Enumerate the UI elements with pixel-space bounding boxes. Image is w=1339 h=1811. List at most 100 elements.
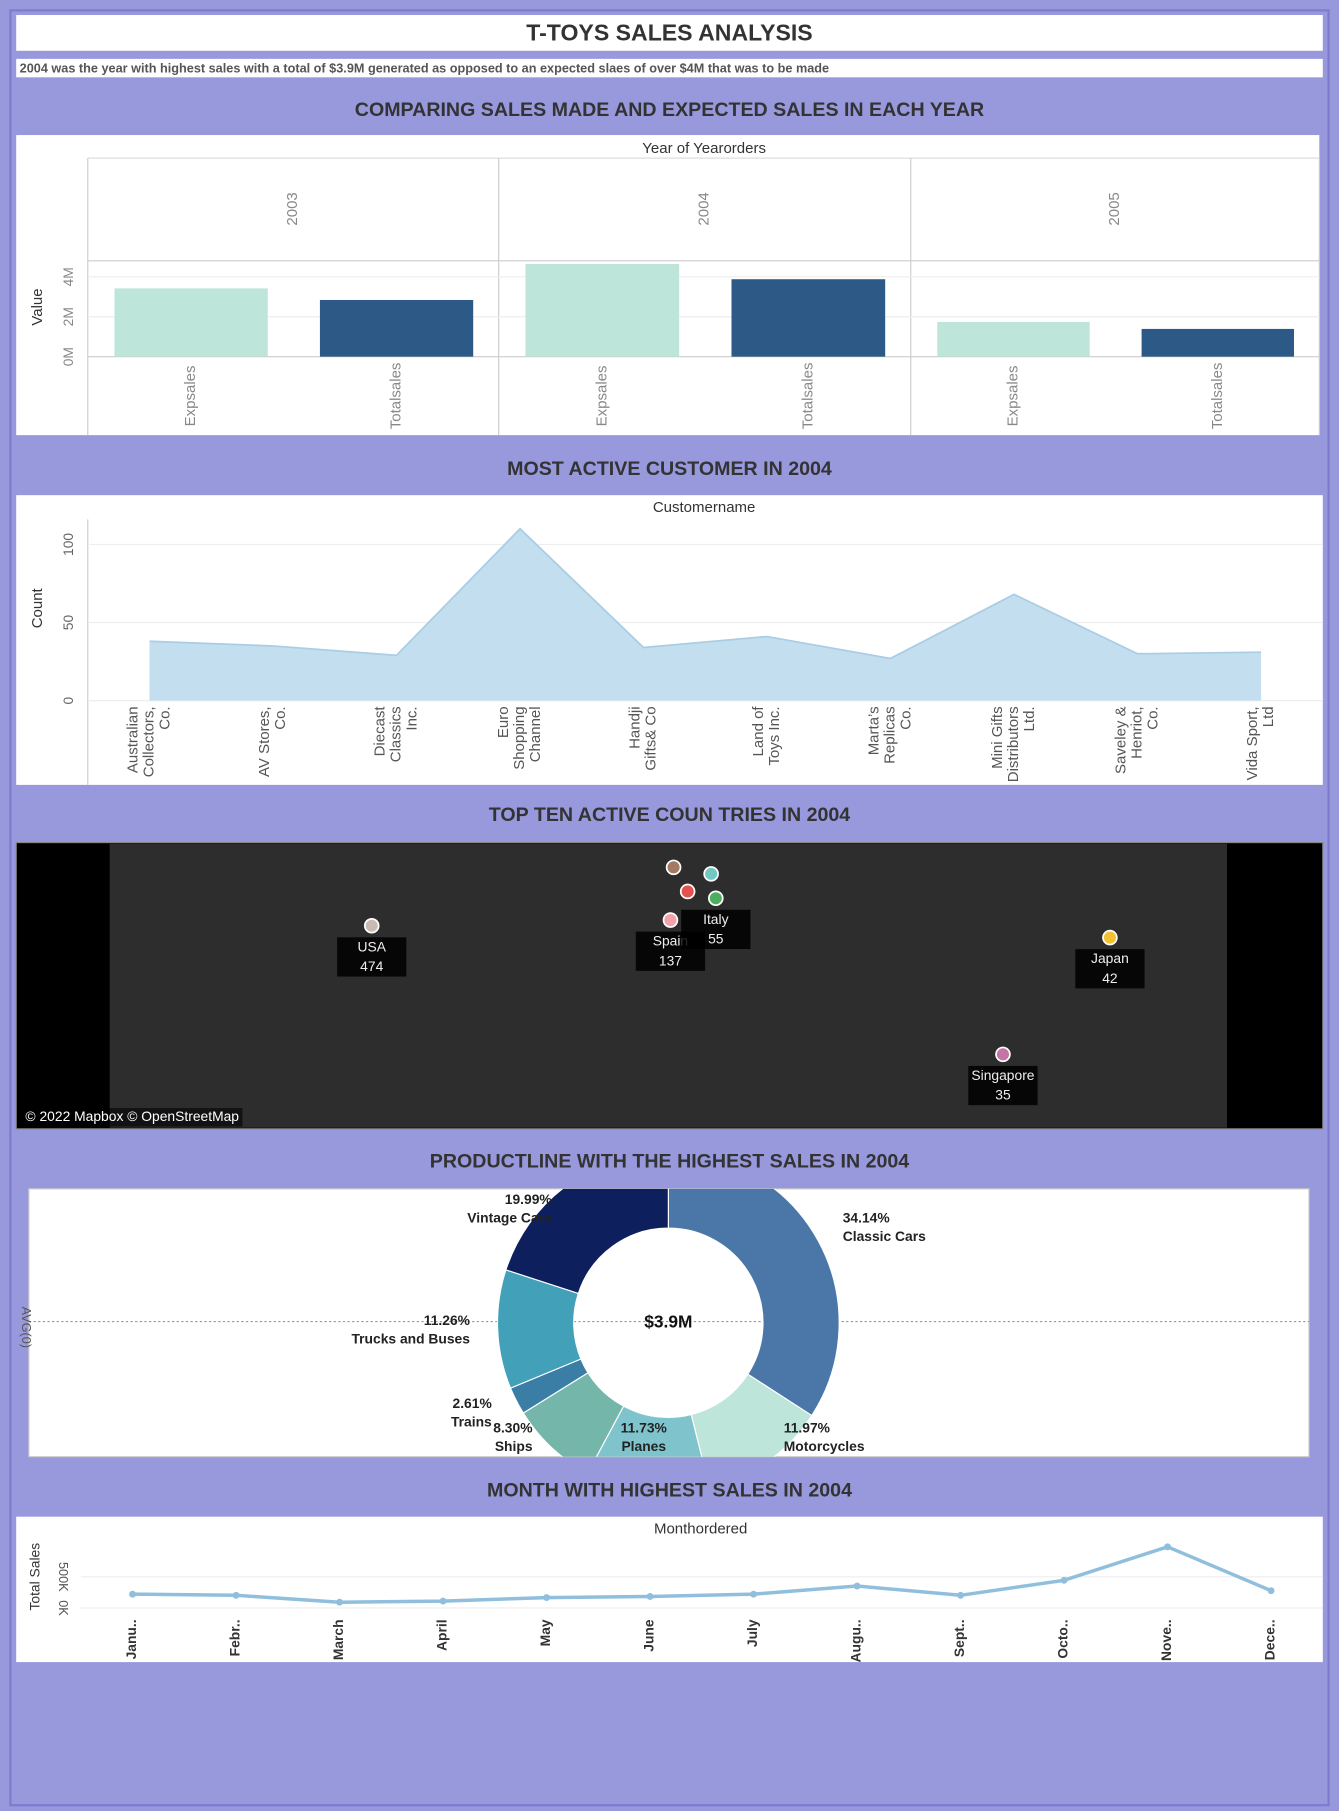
section-title: COMPARING SALES MADE AND EXPECTED SALES …: [355, 99, 984, 121]
y-tick-label: 2M: [60, 307, 76, 326]
point: [232, 1591, 240, 1599]
point: [1267, 1587, 1275, 1595]
series-label: Totalsales: [799, 363, 816, 430]
bar: [937, 321, 1090, 357]
value-label: 34.14%: [843, 1209, 890, 1225]
label-box: [681, 909, 751, 950]
value-label: 2.61%: [453, 1395, 492, 1411]
x-tick-label: EuroShoppingChannel: [495, 706, 544, 769]
area-fill: [149, 528, 1262, 701]
bar: [319, 299, 474, 357]
category-label: Ships: [495, 1438, 533, 1454]
x-tick-label: May: [537, 1619, 553, 1646]
value-label: 42: [1102, 970, 1117, 986]
y-axis-title: Value: [29, 288, 46, 325]
title-box: [16, 15, 1323, 51]
panel: [16, 1516, 1323, 1663]
country-label: Spain: [653, 933, 688, 949]
country-label: Singapore: [971, 1067, 1034, 1083]
slice: [595, 1405, 703, 1457]
section-title: MOST ACTIVE CUSTOMER IN 2004: [507, 458, 832, 480]
label-box: [968, 1065, 1038, 1106]
x-tick-label: AV Stores,Co.: [256, 706, 289, 777]
value-label: 55: [708, 930, 724, 946]
x-tick-label: Augu..: [848, 1619, 864, 1662]
y-axis-title: AVG(0): [19, 1307, 33, 1348]
x-tick-label: Vida Sport,Ltd: [1244, 706, 1277, 780]
x-tick-label: Nove..: [1158, 1619, 1174, 1661]
x-tick-label: June: [641, 1619, 657, 1652]
slice: [505, 1188, 669, 1295]
series-label: Totalsales: [388, 363, 405, 430]
slice: [690, 1373, 813, 1457]
x-tick-label: March: [330, 1619, 346, 1660]
label-box: [337, 937, 407, 977]
x-tick-label: DiecastClassicsInc.: [371, 706, 420, 763]
x-tick-label: Febr..: [227, 1619, 243, 1656]
point: [1060, 1576, 1068, 1584]
subtitle: 2004 was the year with highest sales wit…: [20, 62, 829, 76]
category-label: Trucks and Buses: [351, 1330, 470, 1346]
x-tick-label: Land ofToys Inc.: [750, 706, 783, 766]
series-label: Expsales: [182, 365, 199, 426]
point: [957, 1591, 965, 1599]
category-label: Trains: [451, 1413, 492, 1429]
section-title: PRODUCTLINE WITH THE HIGHEST SALES IN 20…: [430, 1151, 909, 1173]
frame: [9, 9, 1330, 1807]
x-tick-label: Dece..: [1262, 1619, 1278, 1660]
x-tick-label: Mini GiftsDistributorsLtd.: [989, 706, 1038, 782]
x-axis-title: Customername: [653, 499, 756, 516]
line: [132, 1544, 1272, 1604]
country-point: [363, 917, 380, 934]
category-label: Planes: [621, 1438, 666, 1454]
year-label: 2005: [1106, 192, 1123, 225]
series-label: Totalsales: [1209, 363, 1226, 430]
country-point: [662, 912, 679, 928]
value-label: 35: [995, 1087, 1011, 1103]
category-label: Vintage Cars: [467, 1210, 552, 1226]
point: [750, 1590, 758, 1598]
value-label: 137: [659, 952, 682, 968]
bar: [525, 264, 680, 357]
country-label: Japan: [1091, 950, 1129, 966]
point: [543, 1594, 551, 1602]
x-tick-label: Marta’sReplicasCo.: [865, 706, 914, 764]
bar: [1141, 328, 1295, 357]
donut: [496, 1188, 840, 1457]
point: [129, 1590, 137, 1598]
y-tick-label: 0K: [56, 1600, 70, 1616]
country-point: [703, 866, 719, 882]
x-axis-title: Monthordered: [654, 1520, 747, 1537]
x-tick-label: Saveley &Henriot,Co.: [1112, 706, 1161, 774]
point: [336, 1598, 344, 1606]
dashboard-title: T-TOYS SALES ANALYSIS: [526, 20, 812, 46]
x-tick-label: AustralianCollectors,Co.: [124, 706, 173, 777]
x-tick-label: April: [434, 1619, 450, 1651]
series-label: Expsales: [593, 365, 610, 426]
value-label: 11.26%: [424, 1312, 470, 1328]
country-label: Italy: [703, 911, 728, 927]
series-label: Expsales: [1004, 365, 1021, 426]
panel: [28, 1188, 1310, 1458]
y-tick-label: 0: [60, 696, 76, 704]
country-point: [995, 1046, 1011, 1063]
attribution-box: [20, 1108, 243, 1127]
value-label: 8.30%: [493, 1420, 532, 1436]
x-tick-label: July: [744, 1619, 760, 1647]
map-land: [109, 843, 1227, 1128]
country-point: [708, 890, 724, 907]
y-tick-label: 500K: [56, 1562, 70, 1592]
y-tick-label: 50: [60, 615, 76, 631]
subtitle-box: [16, 58, 1323, 78]
country-label: USA: [357, 938, 386, 954]
x-tick-label: HandjiGifts& Co: [626, 706, 659, 770]
section-title: TOP TEN ACTIVE COUN TRIES IN 2004: [489, 804, 850, 826]
point: [853, 1582, 861, 1590]
attribution: © 2022 Mapbox © OpenStreetMap: [25, 1108, 239, 1124]
y-axis-title: Total Sales: [26, 1543, 42, 1611]
year-label: 2003: [284, 192, 301, 225]
y-axis-title: Count: [29, 587, 46, 628]
country-point: [665, 859, 682, 876]
value-label: 11.97%: [784, 1420, 830, 1436]
